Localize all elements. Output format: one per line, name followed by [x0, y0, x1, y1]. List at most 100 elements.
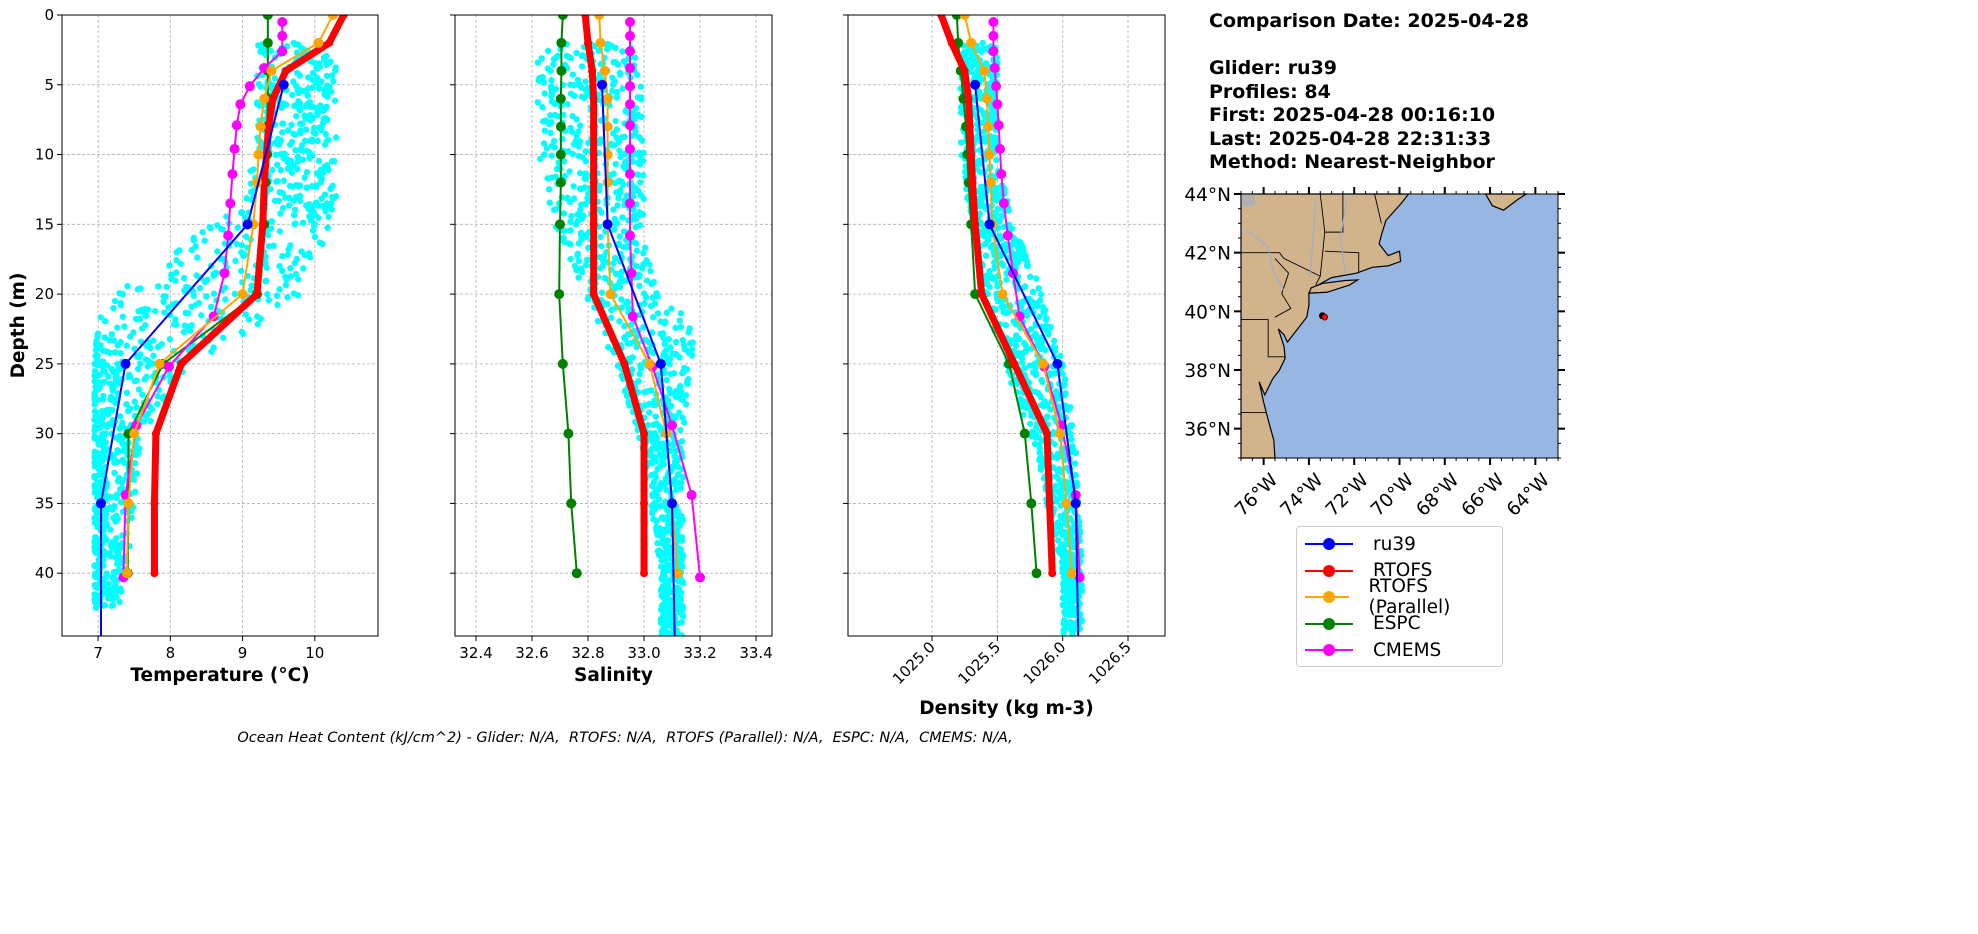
glider-scatter-point	[976, 159, 984, 166]
glider-scatter-point	[238, 267, 245, 275]
glider-scatter-point	[142, 312, 150, 319]
series-marker	[951, 15, 962, 20]
glider-scatter-point	[91, 401, 98, 408]
glider-scatter-point	[548, 77, 555, 84]
glider-scatter-point	[286, 202, 293, 209]
glider-scatter-point	[301, 112, 308, 119]
glider-scatter-point	[578, 63, 586, 70]
glider-scatter-point	[659, 583, 667, 590]
legend-label: ru39	[1373, 533, 1416, 555]
glider-scatter-point	[273, 292, 281, 299]
glider-scatter-point	[614, 219, 621, 227]
glider-scatter-point	[133, 404, 140, 411]
state-border	[1241, 252, 1321, 277]
glider-scatter-point	[133, 353, 141, 360]
glider-scatter-point	[313, 183, 320, 191]
series-marker	[964, 94, 973, 103]
series-marker	[988, 46, 999, 57]
glider-scatter-point	[313, 64, 320, 72]
glider-scatter-point	[662, 498, 669, 506]
glider-scatter-point	[651, 300, 659, 307]
glider-scatter-point	[546, 199, 553, 206]
glider-scatter-point	[96, 371, 104, 379]
glider-scatter-point	[308, 138, 316, 145]
x-tick-label: 33.4	[739, 644, 772, 662]
state-border	[1374, 193, 1382, 224]
glider-scatter-point	[114, 324, 121, 331]
glider-scatter-point	[1036, 313, 1043, 321]
glider-scatter-point	[636, 134, 643, 141]
glider-scatter-point	[623, 244, 631, 251]
legend-label: CMEMS	[1373, 639, 1442, 661]
glider-scatter-point	[637, 83, 645, 90]
glider-scatter-point	[610, 130, 617, 137]
glider-scatter-point	[198, 312, 205, 319]
glider-scatter-point	[194, 254, 201, 261]
series-marker	[225, 198, 236, 209]
glider-scatter-point	[1033, 275, 1040, 282]
glider-scatter-point	[324, 224, 331, 231]
glider-scatter-point	[101, 549, 108, 556]
x-tick-label: 8	[166, 644, 176, 662]
glider-scatter-point	[648, 433, 655, 440]
glider-scatter-point	[185, 309, 192, 317]
glider-scatter-point	[91, 408, 99, 415]
glider-scatter-point	[284, 159, 291, 166]
glider-scatter-point	[1059, 541, 1066, 548]
series-marker	[589, 290, 598, 299]
glider-scatter-point	[597, 60, 605, 68]
glider-scatter-point	[607, 140, 615, 148]
river	[1245, 228, 1285, 292]
glider-scatter-point	[234, 224, 241, 231]
series-marker	[262, 15, 273, 20]
glider-scatter-point	[1078, 617, 1086, 625]
y-tick-label: 35	[35, 494, 54, 512]
glider-scatter-point	[633, 247, 640, 254]
series-rtofs	[937, 15, 1057, 578]
series-marker	[640, 499, 649, 508]
glider-scatter-point	[318, 126, 325, 134]
glider-scatter-point	[665, 609, 673, 616]
glider-scatter-point	[160, 298, 167, 306]
glider-scatter-point	[585, 139, 592, 147]
glider-scatter-point	[322, 85, 329, 92]
glider-scatter-point	[578, 84, 585, 91]
glider-scatter-point	[183, 283, 190, 291]
glider-scatter-point	[241, 251, 248, 259]
glider-scatter-point	[274, 301, 281, 309]
glider-scatter-point	[172, 277, 179, 284]
series-marker	[96, 498, 107, 509]
glider-scatter-point	[983, 281, 991, 288]
series-marker	[259, 93, 270, 104]
glider-scatter-point	[154, 400, 161, 408]
glider-scatter-point	[274, 135, 282, 143]
glider-scatter-point	[1035, 285, 1042, 292]
glider-scatter-point	[649, 508, 656, 515]
series-marker	[557, 358, 568, 369]
series-marker	[150, 499, 159, 508]
glider-scatter-point	[316, 107, 323, 115]
glider-scatter-point	[611, 254, 619, 262]
series-marker	[625, 30, 636, 41]
glider-scatter-point	[550, 61, 557, 68]
glider-scatter-point	[280, 100, 288, 107]
x-axis-label: Density (kg m-3)	[919, 698, 1094, 719]
glider-scatter-point	[288, 169, 296, 176]
glider-scatter-point	[628, 366, 636, 373]
plot-area	[534, 15, 706, 636]
glider-scatter-point	[1056, 403, 1063, 410]
glider-scatter-point	[113, 371, 120, 378]
glider-scatter-point	[1032, 370, 1040, 377]
glider-scatter-point	[148, 406, 156, 413]
axes-frame	[61, 14, 379, 637]
glider-scatter-point	[1022, 404, 1030, 412]
glider-scatter-point	[566, 168, 573, 175]
glider-scatter-point	[994, 297, 1002, 305]
glider-scatter-point	[643, 257, 650, 264]
legend: ru39 RTOFS RTOFS (Parallel) ESPC CMEMS	[1296, 526, 1503, 667]
legend-label: RTOFS (Parallel)	[1368, 576, 1451, 618]
glider-scatter-point	[130, 329, 137, 336]
glider-scatter-point	[1018, 359, 1026, 366]
glider-scatter-point	[133, 377, 140, 384]
glider-scatter-point	[322, 207, 329, 215]
